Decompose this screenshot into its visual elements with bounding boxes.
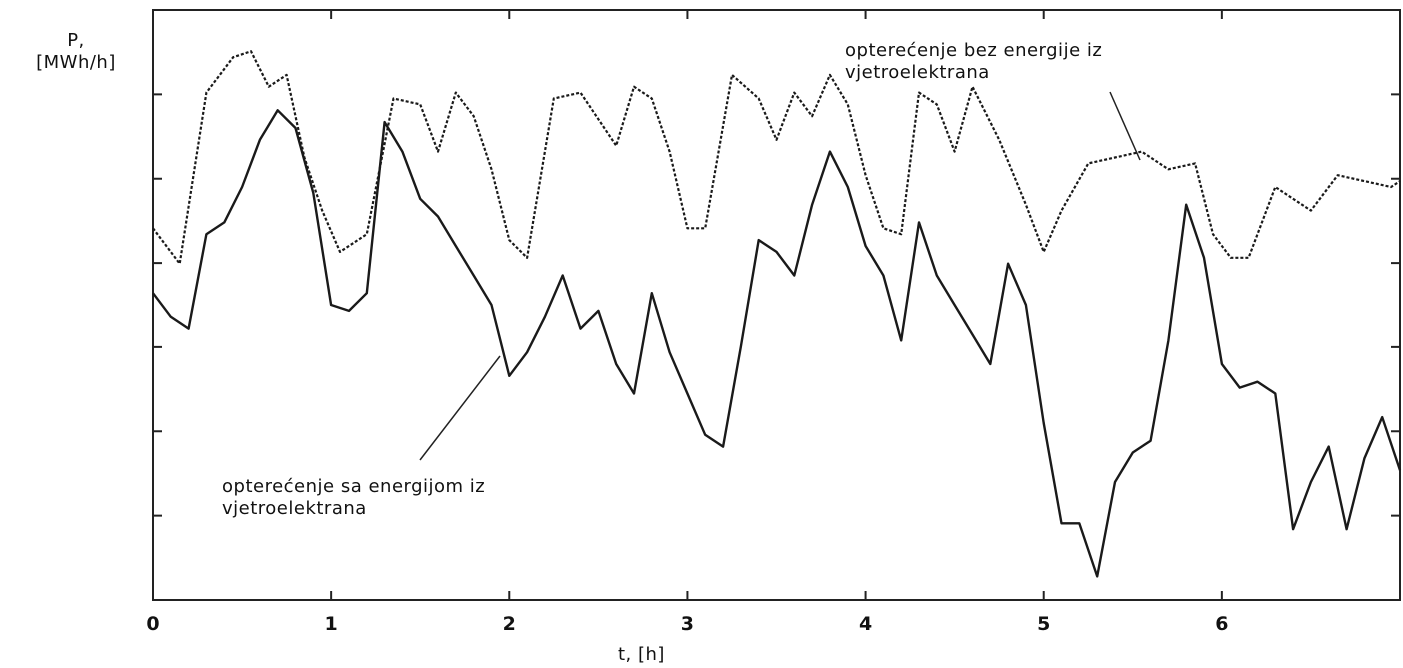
y-axis-label-line1: P, [67,30,85,51]
plot-frame [152,9,1401,601]
annotation-with-wind: opterećenje sa energijom iz vjetroelektr… [222,476,485,520]
x-ticks: 0 1 2 3 4 5 6 [146,10,1228,635]
annotation-no-wind: opterećenje bez energije iz vjetroelektr… [845,40,1102,84]
series-group [152,50,1402,578]
annotation-with-wind-line2: vjetroelektrana [222,498,367,519]
x-tick-label: 4 [859,613,872,635]
series-line-with-wind [152,109,1402,578]
x-tick-label: 0 [146,613,159,635]
annotation-leader-with-wind [419,355,501,461]
y-axis-label-line2: [MWh/h] [36,52,116,73]
x-tick-label: 1 [325,613,338,635]
series-line-without-wind [152,50,1401,265]
x-tick-label: 3 [681,613,694,635]
x-tick-label: 6 [1215,613,1228,635]
annotation-with-wind-line1: opterećenje sa energijom iz [222,476,486,497]
x-tick-label: 2 [503,613,516,635]
x-axis-label: t, [h] [618,644,665,665]
annotation-no-wind-line2: vjetroelektrana [845,62,990,83]
annotation-no-wind-line1: opterećenje bez energije iz [845,40,1103,61]
y-axis-label: P, [MWh/h] [6,30,146,74]
y-ticks [153,93,1400,517]
x-tick-label: 5 [1037,613,1050,635]
annotation-leader-no-wind [1109,91,1141,161]
